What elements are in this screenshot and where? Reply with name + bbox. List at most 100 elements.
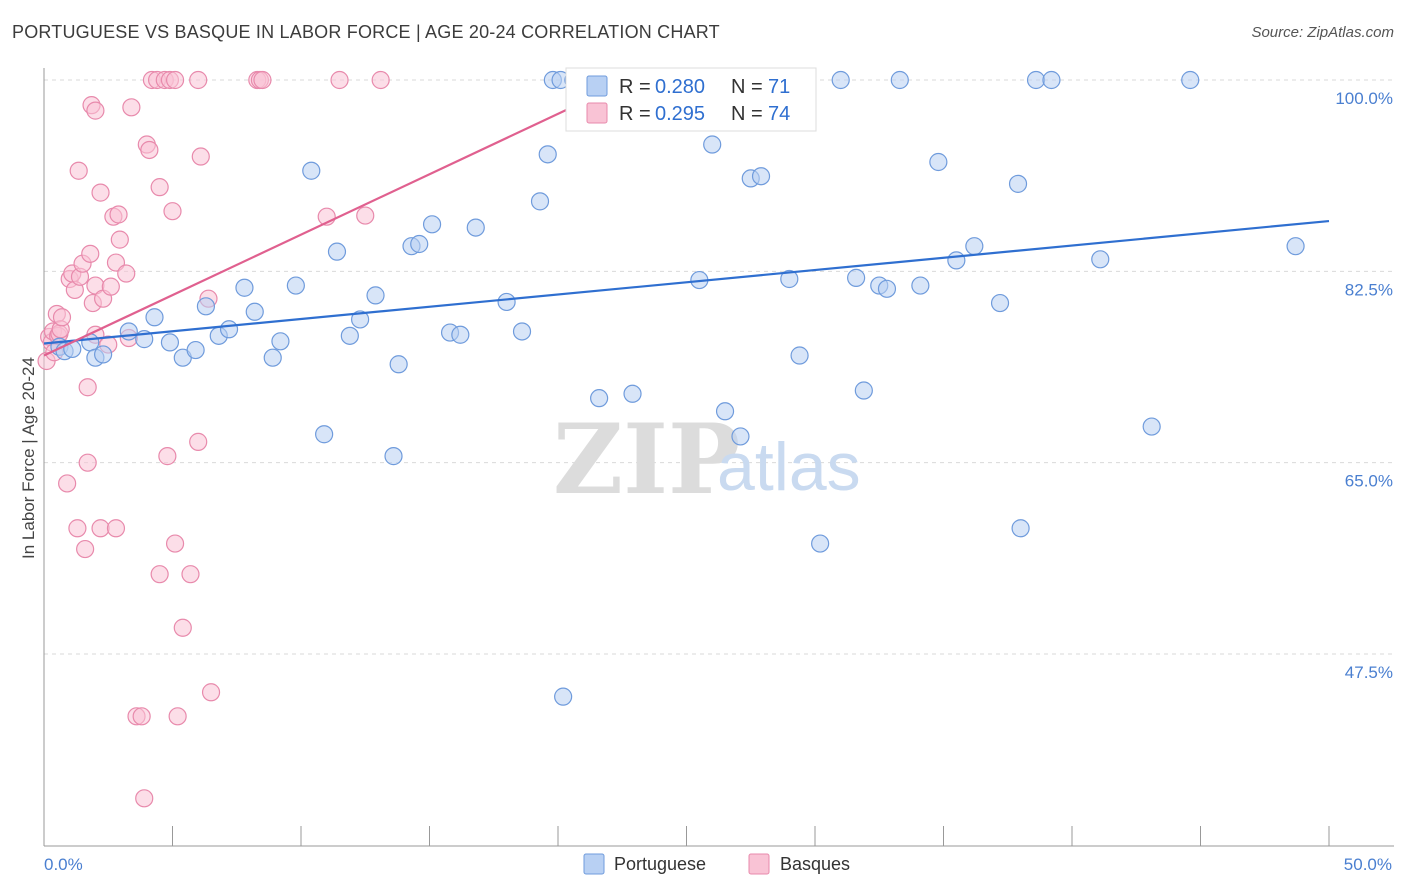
portuguese-point-64 — [911, 276, 930, 295]
basques-point-10 — [58, 474, 77, 493]
basques-point-19 — [78, 453, 97, 472]
portuguese-point-20 — [302, 161, 321, 180]
y-tick-label-0: 47.5% — [1345, 663, 1393, 682]
portuguese-point-5 — [94, 345, 113, 364]
bottom-legend-swatch-basques — [748, 853, 770, 875]
portuguese-point-66 — [947, 251, 966, 270]
basques-point-59 — [189, 432, 208, 451]
chart-title: PORTUGUESE VS BASQUE IN LABOR FORCE | AG… — [12, 22, 720, 42]
basques-point-21 — [81, 244, 100, 263]
basques-point-69 — [371, 70, 390, 90]
portuguese-point-76 — [1286, 237, 1305, 256]
portuguese-point-35 — [512, 322, 532, 341]
y-axis-title: In Labor Force | Age 20-24 — [19, 357, 38, 559]
portuguese-point-18 — [271, 332, 290, 351]
portuguese-point-52 — [751, 167, 771, 186]
stats-legend: R = 0.280 N = 71 R = 0.295 N = 74 — [565, 67, 817, 132]
portuguese-point-44 — [623, 384, 642, 403]
basques-point-18 — [76, 539, 95, 559]
portuguese-point-27 — [384, 447, 403, 466]
portuguese-point-67 — [965, 237, 984, 256]
portuguese-point-29 — [410, 234, 429, 254]
portuguese-point-21 — [315, 425, 334, 444]
trend-lines — [43, 79, 1330, 357]
portuguese-point-19 — [286, 276, 305, 295]
portuguese-point-42 — [590, 389, 609, 408]
basques-point-68 — [356, 206, 375, 225]
x-axis-ticks — [43, 826, 1330, 846]
portuguese-trend-line — [43, 219, 1330, 345]
basques-point-31 — [101, 277, 120, 296]
portuguese-point-55 — [790, 346, 809, 365]
portuguese-point-14 — [219, 320, 239, 339]
basques-point-20 — [78, 378, 97, 397]
gridlines — [44, 79, 1394, 655]
y-tick-label-2: 82.5% — [1345, 280, 1393, 299]
portuguese-point-32 — [451, 325, 470, 344]
source-credit: Source: ZipAtlas.com — [1251, 24, 1394, 41]
portuguese-point-33 — [466, 218, 485, 237]
portuguese-point-70 — [1011, 519, 1030, 538]
bottom-legend-label-basques: Basques — [780, 854, 850, 874]
basques-point-57 — [181, 565, 200, 584]
portuguese-point-68 — [990, 293, 1010, 313]
basques-point-36 — [110, 230, 129, 249]
y-tick-label-1: 65.0% — [1345, 472, 1393, 491]
y-axis-tick-labels: 47.5% 65.0% 82.5% 100.0% — [1335, 89, 1393, 682]
portuguese-point-63 — [890, 70, 909, 90]
portuguese-point-24 — [351, 310, 370, 329]
series-basques-points — [37, 70, 624, 808]
bottom-legend-label-portuguese: Portuguese — [614, 854, 706, 874]
portuguese-point-8 — [145, 308, 164, 327]
portuguese-point-71 — [1026, 70, 1046, 90]
y-tick-label-3: 100.0% — [1335, 89, 1393, 108]
basques-point-53 — [165, 70, 185, 90]
portuguese-point-12 — [196, 297, 216, 316]
portuguese-point-48 — [703, 135, 722, 154]
basques-point-44 — [140, 140, 159, 160]
basques-point-58 — [189, 70, 208, 90]
basques-point-48 — [150, 565, 169, 584]
basques-trend-line — [43, 79, 631, 357]
axes — [43, 68, 1394, 847]
basques-point-35 — [109, 205, 128, 224]
basques-point-42 — [135, 789, 154, 808]
legend-swatch-basques — [586, 102, 608, 124]
portuguese-point-30 — [422, 215, 442, 234]
portuguese-point-72 — [1042, 70, 1061, 90]
stats-legend-box — [565, 67, 817, 132]
x-tick-label-min: 0.0% — [44, 855, 83, 874]
legend-r-value-basques: 0.295 — [655, 103, 705, 125]
portuguese-point-49 — [715, 402, 735, 421]
watermark: ZIP atlas — [553, 403, 861, 516]
series-portuguese-points — [50, 70, 1305, 706]
portuguese-point-17 — [263, 348, 282, 367]
portuguese-point-25 — [366, 286, 385, 305]
portuguese-point-16 — [245, 302, 264, 321]
portuguese-point-59 — [847, 268, 866, 287]
x-tick-label-max: 50.0% — [1344, 855, 1392, 874]
portuguese-point-74 — [1142, 417, 1161, 436]
portuguese-point-9 — [160, 333, 180, 352]
legend-n-label-portuguese: N = — [731, 76, 763, 98]
portuguese-point-73 — [1091, 250, 1110, 269]
basques-point-27 — [91, 183, 110, 202]
basques-point-60 — [191, 147, 210, 166]
basques-point-67 — [330, 70, 349, 90]
portuguese-point-34 — [497, 292, 516, 312]
basques-point-56 — [173, 618, 192, 637]
legend-r-label-basques: R = — [619, 103, 651, 125]
portuguese-point-75 — [1181, 70, 1200, 90]
portuguese-point-57 — [811, 534, 830, 553]
portuguese-point-36 — [530, 192, 550, 211]
legend-r-label-portuguese: R = — [619, 76, 651, 98]
portuguese-point-41 — [554, 687, 573, 706]
legend-r-value-portuguese: 0.280 — [655, 76, 705, 98]
basques-point-37 — [117, 264, 136, 283]
watermark-zip: ZIP — [553, 403, 740, 516]
basques-point-23 — [86, 101, 105, 120]
portuguese-point-60 — [854, 381, 873, 400]
basques-point-54 — [165, 534, 185, 553]
basques-point-14 — [68, 519, 87, 538]
